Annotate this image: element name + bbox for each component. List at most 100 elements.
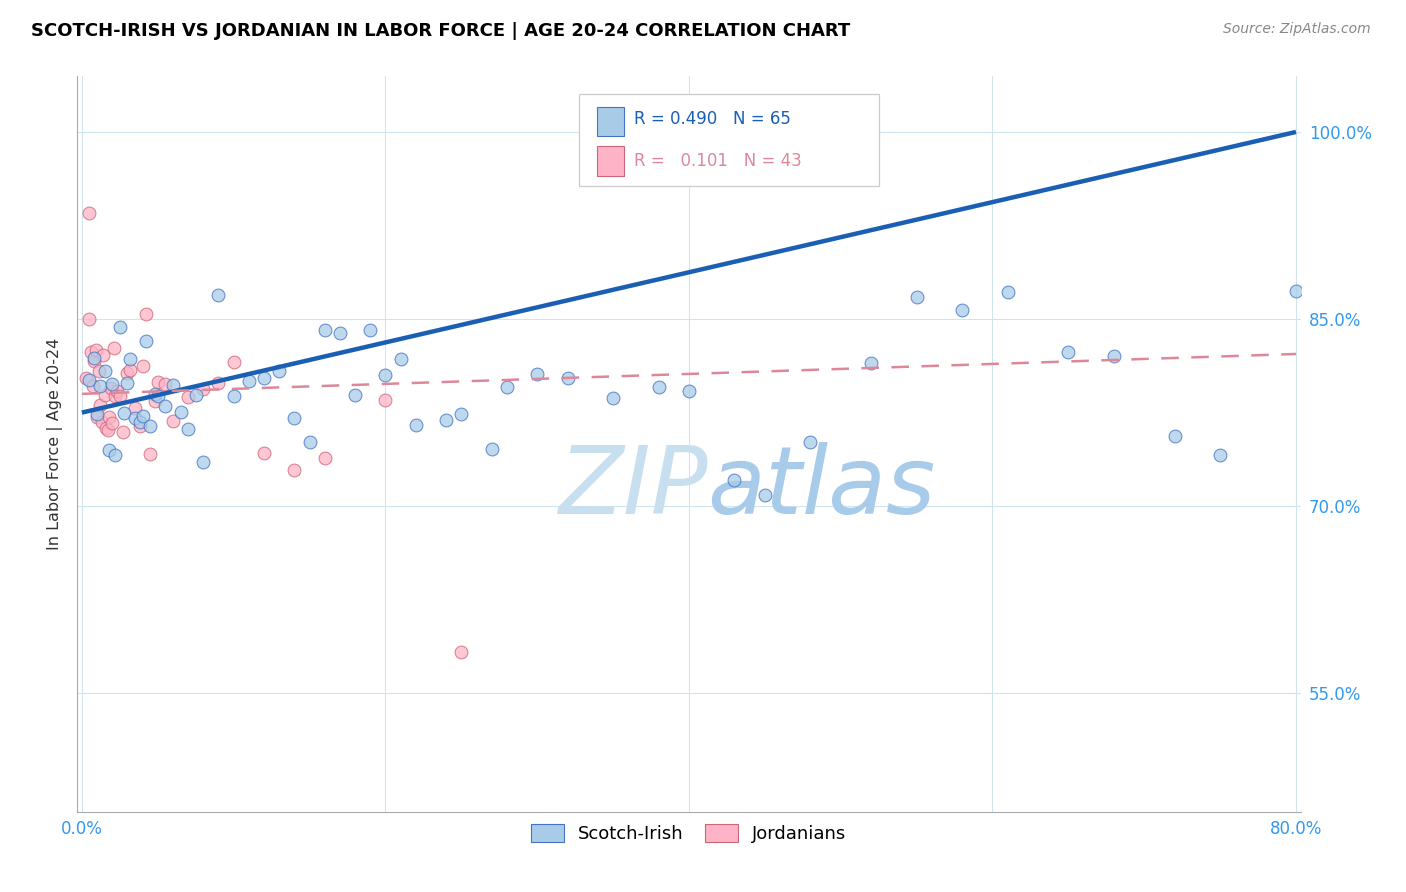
Point [162, 414, 184, 428]
Point [128, 418, 150, 433]
FancyBboxPatch shape [579, 95, 879, 186]
Point [344, 387, 367, 401]
FancyBboxPatch shape [598, 106, 624, 136]
Point [405, 417, 427, 432]
Point [481, 442, 503, 456]
Point [124, 411, 146, 425]
Point [754, 488, 776, 502]
Point [86, 407, 108, 421]
Point [434, 413, 457, 427]
Y-axis label: In Labor Force | Age 20-24: In Labor Force | Age 20-24 [48, 338, 63, 549]
Point [82, 378, 104, 392]
Point [79, 373, 101, 387]
Point [253, 446, 276, 460]
Point [374, 368, 396, 382]
Point [108, 388, 131, 402]
Point [997, 285, 1019, 299]
Point [314, 323, 336, 337]
Point [89, 399, 111, 413]
Point [86, 409, 108, 424]
Point [450, 644, 472, 658]
Point [557, 371, 579, 385]
Point [96, 421, 118, 435]
Point [905, 290, 928, 304]
Point [162, 378, 184, 392]
Point [238, 374, 260, 388]
Point [1102, 349, 1125, 363]
Point [131, 409, 153, 424]
Point [84, 343, 107, 358]
Point [193, 455, 215, 469]
Point [91, 347, 114, 361]
Point [1057, 345, 1080, 359]
Point [222, 389, 245, 403]
Point [207, 288, 229, 302]
Point [298, 435, 321, 450]
Point [647, 380, 669, 394]
Point [1285, 284, 1308, 298]
Point [177, 422, 200, 436]
Point [359, 323, 381, 337]
Point [860, 356, 883, 370]
Point [120, 352, 142, 367]
Text: R =   0.101   N = 43: R = 0.101 N = 43 [634, 152, 801, 169]
Point [1315, 533, 1337, 548]
Point [104, 389, 127, 403]
Point [222, 354, 245, 368]
Point [1163, 429, 1185, 443]
Point [80, 344, 103, 359]
Point [177, 390, 200, 404]
Point [117, 366, 139, 380]
Point [135, 307, 157, 321]
Point [97, 423, 120, 437]
Point [526, 368, 548, 382]
Point [124, 401, 146, 416]
Point [329, 326, 352, 340]
Point [83, 351, 105, 366]
Point [112, 406, 135, 420]
Point [105, 384, 128, 399]
Point [723, 474, 745, 488]
Point [128, 415, 150, 429]
Point [101, 377, 124, 392]
Point [602, 392, 624, 406]
Text: ZIP: ZIP [558, 442, 707, 533]
Point [169, 405, 191, 419]
Point [131, 359, 153, 374]
Point [314, 451, 336, 466]
Point [374, 393, 396, 408]
Point [184, 388, 207, 402]
Point [117, 376, 139, 391]
Point [193, 382, 215, 396]
Point [79, 206, 101, 220]
Point [799, 434, 821, 449]
Text: atlas: atlas [707, 442, 935, 533]
Point [139, 447, 162, 461]
Point [103, 341, 125, 355]
Point [98, 443, 121, 458]
Point [100, 381, 122, 395]
Point [93, 364, 115, 378]
Point [108, 319, 131, 334]
Point [269, 364, 291, 378]
Point [139, 419, 162, 434]
Point [98, 410, 121, 425]
Point [155, 376, 177, 391]
Point [90, 415, 112, 429]
Point [143, 387, 166, 401]
Point [87, 364, 110, 378]
Point [207, 376, 229, 390]
Legend: Scotch-Irish, Jordanians: Scotch-Irish, Jordanians [524, 817, 853, 851]
Point [79, 311, 101, 326]
Point [678, 384, 700, 399]
Point [283, 463, 305, 477]
Point [389, 352, 412, 367]
Text: SCOTCH-IRISH VS JORDANIAN IN LABOR FORCE | AGE 20-24 CORRELATION CHART: SCOTCH-IRISH VS JORDANIAN IN LABOR FORCE… [31, 22, 851, 40]
Point [89, 379, 111, 393]
Text: R = 0.490   N = 65: R = 0.490 N = 65 [634, 111, 790, 128]
Point [146, 375, 169, 389]
Point [83, 353, 105, 368]
Point [93, 388, 115, 402]
Point [120, 363, 142, 377]
Point [111, 425, 134, 439]
